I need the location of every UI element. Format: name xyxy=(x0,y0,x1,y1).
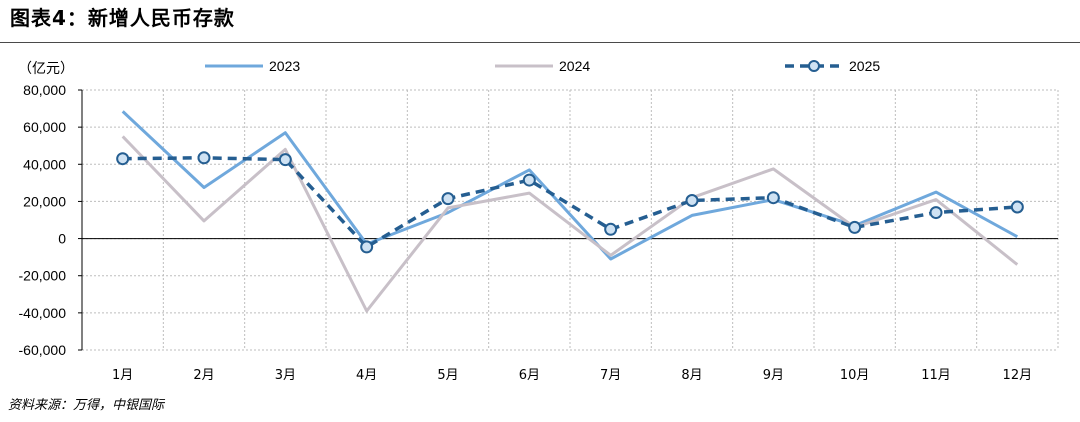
series-point-2025 xyxy=(604,222,618,236)
series-point-2025 xyxy=(197,151,211,165)
y-tick-label: 20,000 xyxy=(23,193,66,209)
y-tick-label: 40,000 xyxy=(23,156,66,172)
series-point-2025 xyxy=(685,194,699,207)
series-point-2025 xyxy=(848,220,862,234)
source-note: 资料来源：万得，中银国际 xyxy=(8,398,165,413)
legend-label: 2023 xyxy=(269,58,300,74)
series-point-2025 xyxy=(360,240,374,254)
x-tick-label: 8月 xyxy=(681,368,702,383)
x-tick-label: 2月 xyxy=(193,368,214,383)
y-axis-unit: （亿元） xyxy=(18,61,74,77)
series-point-2025 xyxy=(522,173,536,187)
series-point-2025 xyxy=(116,152,130,166)
legend-item-2024: 2024 xyxy=(495,58,590,74)
legend-label: 2025 xyxy=(849,58,880,74)
x-tick-label: 4月 xyxy=(356,368,377,383)
y-tick-label: -60,000 xyxy=(19,342,67,358)
x-axis-ticks: 1月 2月 3月 4月 5月 6月 7月 8月 9月 10月 11月 12月 xyxy=(112,368,1032,383)
series-point-2025 xyxy=(441,192,455,206)
y-axis-ticks: 80,000 60,000 40,000 20,000 0 -20,000 -40,000 -… xyxy=(19,82,67,358)
chart-axes xyxy=(78,89,1058,351)
x-tick-label: 10月 xyxy=(840,368,870,383)
x-tick-label: 9月 xyxy=(763,368,784,383)
chart-legend: 2023 2024 2025 xyxy=(205,58,880,74)
x-tick-label: 11月 xyxy=(921,368,951,383)
y-tick-label: 0 xyxy=(58,231,66,247)
chart-grid xyxy=(82,89,1059,351)
series-point-2025 xyxy=(278,153,292,167)
legend-label: 2024 xyxy=(559,58,590,74)
chart-title: 图表4：新增人民币存款 xyxy=(10,6,235,30)
chart-series xyxy=(116,110,1024,313)
legend-item-2025: 2025 xyxy=(785,58,880,74)
x-tick-label: 5月 xyxy=(437,368,458,383)
x-tick-label: 12月 xyxy=(1003,368,1033,383)
y-tick-label: -40,000 xyxy=(19,305,67,321)
y-tick-label: -20,000 xyxy=(19,268,67,284)
series-point-2025 xyxy=(929,206,943,220)
x-tick-label: 7月 xyxy=(600,368,621,383)
y-tick-label: 60,000 xyxy=(23,119,66,135)
series-line-2023 xyxy=(121,110,1019,261)
x-tick-label: 3月 xyxy=(275,368,296,383)
series-point-2025 xyxy=(766,191,780,205)
x-tick-label: 1月 xyxy=(112,368,133,383)
y-tick-label: 80,000 xyxy=(23,82,66,98)
title-divider xyxy=(0,42,1080,43)
x-tick-label: 6月 xyxy=(519,368,540,383)
series-line-2024 xyxy=(121,135,1019,313)
legend-marker xyxy=(808,60,820,72)
legend-item-2023: 2023 xyxy=(205,58,300,74)
series-point-2025 xyxy=(1010,200,1024,214)
